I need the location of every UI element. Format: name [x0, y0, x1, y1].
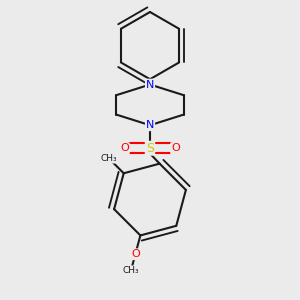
- Text: S: S: [146, 142, 154, 155]
- Text: N: N: [146, 120, 154, 130]
- Text: O: O: [131, 249, 140, 259]
- Text: CH₃: CH₃: [123, 266, 139, 275]
- Text: O: O: [120, 143, 129, 153]
- Text: CH₃: CH₃: [100, 154, 117, 163]
- Text: N: N: [146, 80, 154, 89]
- Text: O: O: [171, 143, 180, 153]
